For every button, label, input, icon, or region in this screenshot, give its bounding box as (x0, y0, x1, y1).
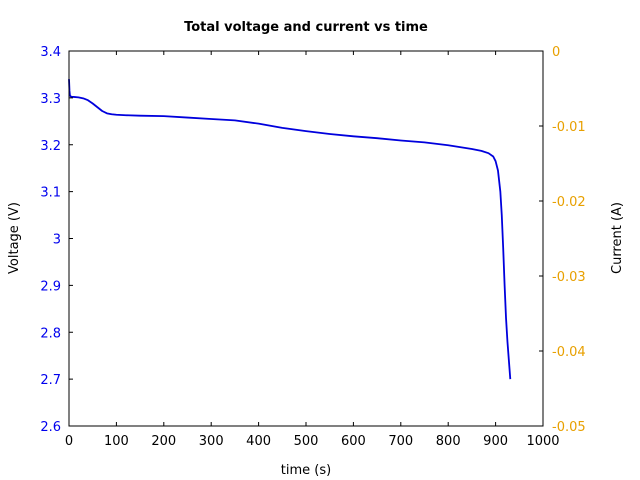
x-tick-label-8: 800 (436, 434, 461, 449)
y-left-tick-label-1: 2.7 (40, 373, 61, 388)
x-tick-label-0: 0 (65, 434, 73, 449)
ticks-layer: 0 100 200 300 400 500 600 700 800 900 1000 2.6 2.7 2.… (40, 45, 585, 449)
plot-frame (68, 50, 544, 427)
y-left-tick-label-0: 2.6 (40, 420, 61, 435)
y-right-tick-label-3: -0.02 (552, 195, 586, 210)
y-left-tick-label-4: 3 (53, 233, 61, 248)
y-right-tick-label-2: -0.03 (552, 270, 586, 285)
y-left-tick-label-2: 2.8 (40, 326, 61, 341)
y-axis-right-label: Current (A) (610, 202, 625, 274)
y-right-tick-label-0: -0.05 (552, 420, 586, 435)
y-left-tick-label-6: 3.2 (40, 139, 61, 154)
y-left-tick-label-8: 3.4 (40, 45, 61, 60)
series-layer (68, 79, 512, 380)
y-left-tick-label-7: 3.3 (40, 92, 61, 107)
y-right-tick-label-1: -0.04 (552, 345, 586, 360)
x-tick-label-2: 200 (151, 434, 176, 449)
x-tick-label-4: 400 (246, 434, 271, 449)
x-tick-label-10: 1000 (526, 434, 559, 449)
y-right-tick-label-4: -0.01 (552, 120, 586, 135)
x-tick-label-5: 500 (294, 434, 319, 449)
x-tick-label-1: 100 (104, 434, 129, 449)
x-tick-label-9: 900 (483, 434, 508, 449)
y-left-tick-label-3: 2.9 (40, 279, 61, 294)
x-tick-label-3: 300 (199, 434, 224, 449)
y-axis-left-label: Voltage (V) (7, 202, 22, 274)
series-line-voltage (68, 79, 512, 380)
y-left-tick-label-5: 3.1 (40, 186, 61, 201)
chart-title: Total voltage and current vs time (184, 20, 428, 35)
x-tick-label-6: 600 (341, 434, 366, 449)
y-right-tick-label-5: 0 (552, 45, 560, 60)
x-tick-label-7: 700 (388, 434, 413, 449)
x-axis-label: time (s) (281, 463, 331, 478)
